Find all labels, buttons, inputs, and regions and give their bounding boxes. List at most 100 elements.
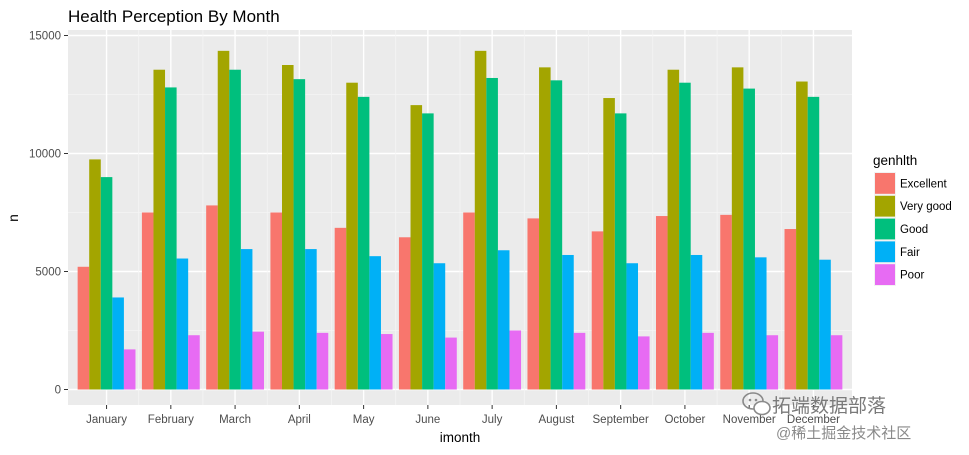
bar-excellent-september: [591, 231, 604, 390]
bars-layer: [77, 50, 843, 390]
legend-label-very-good: Very good: [900, 201, 952, 213]
bar-poor-march: [252, 331, 264, 390]
x-tick-label-may: May: [353, 414, 375, 426]
bar-very-good-may: [346, 82, 358, 390]
bar-fair-january: [112, 297, 124, 390]
legend-swatch-excellent: [875, 173, 895, 194]
bar-fair-april: [305, 249, 317, 390]
bar-good-february: [165, 87, 177, 390]
bar-excellent-december: [784, 229, 797, 390]
bar-good-august: [550, 80, 563, 390]
bar-good-march: [229, 69, 241, 390]
bar-poor-september: [638, 336, 650, 390]
bar-poor-june: [445, 337, 457, 390]
x-tick-label-august: August: [538, 414, 575, 426]
bar-fair-february: [176, 258, 189, 390]
y-axis: 0 5000 10000 15000: [29, 31, 68, 397]
x-tick-label-october: October: [664, 414, 705, 426]
bar-fair-may: [369, 256, 381, 390]
legend-swatch-very-good: [875, 195, 895, 217]
bar-excellent-july: [463, 212, 475, 390]
bar-fair-march: [240, 249, 253, 390]
bar-poor-october: [702, 332, 714, 390]
legend-swatch-fair: [875, 241, 895, 263]
x-tick-label-january: January: [86, 414, 127, 426]
x-tick-label-july: July: [482, 414, 503, 426]
legend-title: genhlth: [873, 153, 917, 168]
y-tick-label: 0: [55, 385, 61, 397]
bar-good-june: [422, 113, 434, 390]
legend-label-good: Good: [900, 224, 928, 236]
bar-excellent-march: [206, 205, 218, 390]
x-tick-label-march: March: [219, 414, 251, 426]
legend-label-excellent: Excellent: [900, 178, 947, 190]
bar-excellent-february: [141, 212, 154, 390]
x-tick-label-november: November: [723, 414, 776, 426]
bar-good-october: [679, 82, 691, 390]
bar-very-good-march: [217, 50, 230, 390]
bar-fair-november: [754, 257, 767, 390]
bar-excellent-august: [527, 218, 540, 390]
bar-excellent-may: [334, 227, 347, 390]
bar-very-good-august: [539, 67, 551, 390]
legend-label-fair: Fair: [900, 247, 920, 259]
y-axis-title: n: [6, 214, 21, 222]
bar-fair-october: [690, 254, 703, 390]
bar-poor-february: [188, 335, 200, 390]
bar-fair-september: [626, 263, 639, 390]
bar-very-good-november: [731, 67, 744, 390]
x-tick-label-december: December: [787, 414, 840, 426]
bar-fair-july: [497, 250, 510, 390]
wechat-icon: [742, 392, 771, 416]
y-tick-label: 5000: [35, 267, 61, 279]
watermark-line1: 拓端数据部落: [772, 395, 886, 417]
bar-poor-may: [380, 334, 393, 390]
bar-good-september: [614, 113, 627, 390]
legend-swatch-good: [875, 218, 895, 240]
bar-very-good-december: [796, 81, 808, 390]
bar-poor-december: [830, 335, 843, 390]
legend: genhlth Excellent Very good Good Fair Poor: [873, 153, 952, 286]
x-tick-label-february: February: [148, 414, 194, 426]
y-tick-label: 15000: [29, 31, 61, 43]
bar-very-good-january: [89, 159, 101, 390]
x-tick-label-september: September: [593, 414, 649, 426]
bar-excellent-april: [270, 212, 282, 390]
bar-very-good-february: [153, 69, 166, 390]
bar-very-good-september: [603, 98, 615, 390]
bar-good-january: [100, 177, 113, 390]
bar-poor-august: [573, 332, 586, 390]
bar-excellent-october: [656, 216, 668, 390]
bar-good-november: [743, 88, 755, 390]
bar-excellent-november: [720, 214, 732, 390]
bar-fair-august: [562, 254, 574, 390]
x-axis-title: imonth: [440, 430, 481, 445]
chart-title: Health Perception By Month: [68, 7, 280, 26]
bar-good-may: [357, 96, 370, 390]
legend-swatch-poor: [875, 264, 895, 285]
x-axis: January February March April May June July Augu…: [86, 405, 840, 426]
bar-good-december: [807, 96, 820, 390]
bar-very-good-april: [281, 65, 294, 390]
y-tick-label: 10000: [29, 149, 61, 161]
bar-very-good-july: [474, 50, 487, 390]
watermark-line2: @稀土掘金技术社区: [776, 425, 911, 442]
bar-very-good-june: [410, 105, 423, 390]
bar-excellent-january: [77, 266, 90, 390]
watermark: 拓端数据部落 @稀土掘金技术社区: [742, 392, 911, 442]
bar-very-good-october: [667, 69, 680, 390]
bar-fair-december: [819, 259, 831, 390]
bar-poor-april: [316, 332, 329, 390]
bar-good-july: [486, 77, 498, 390]
bar-poor-january: [123, 349, 136, 390]
x-tick-label-april: April: [288, 414, 311, 426]
x-tick-label-june: June: [415, 414, 440, 426]
bar-poor-november: [766, 335, 779, 390]
legend-label-poor: Poor: [900, 270, 924, 282]
bar-fair-june: [433, 263, 446, 390]
bar-excellent-june: [398, 237, 411, 390]
bar-poor-july: [509, 330, 522, 390]
bar-good-april: [293, 79, 306, 390]
